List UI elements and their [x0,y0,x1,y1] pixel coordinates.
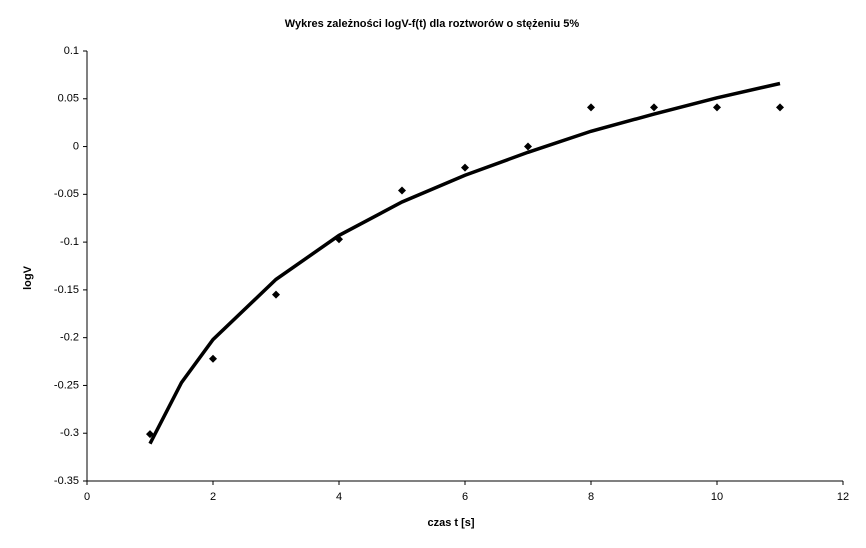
x-tick-label: 4 [336,491,342,503]
data-point [398,186,406,195]
x-tick-label: 2 [210,491,216,503]
x-tick-label: 12 [837,491,849,503]
data-point [776,103,784,112]
data-point [461,163,469,172]
data-point [272,290,280,299]
data-point [209,354,217,363]
y-tick-label: -0.3 [60,427,79,439]
y-tick-label: -0.2 [60,332,79,344]
y-tick-label: -0.15 [54,284,79,296]
chart-title: Wykres zależności logV-f(t) dla roztworó… [285,18,580,30]
data-point [587,103,595,112]
data-point [524,142,532,151]
data-point [650,103,658,112]
y-tick-label: 0.1 [64,45,79,57]
data-point [713,103,721,112]
trend-line [148,81,781,445]
data-point [335,235,343,244]
y-tick-label: -0.05 [54,188,79,200]
y-tick-label: 0.05 [58,93,79,105]
y-tick-label: -0.35 [54,475,79,487]
x-tick-label: 6 [462,491,468,503]
y-tick-label: -0.25 [54,379,79,391]
y-tick-label: -0.1 [60,236,79,248]
y-tick-label: 0 [73,140,79,152]
data-point [146,430,154,439]
x-tick-label: 0 [84,491,90,503]
x-tick-label: 8 [588,491,594,503]
x-axis-label: czas t [s] [427,517,474,529]
y-axis-label: logV [22,265,34,289]
x-tick-label: 10 [711,491,723,503]
